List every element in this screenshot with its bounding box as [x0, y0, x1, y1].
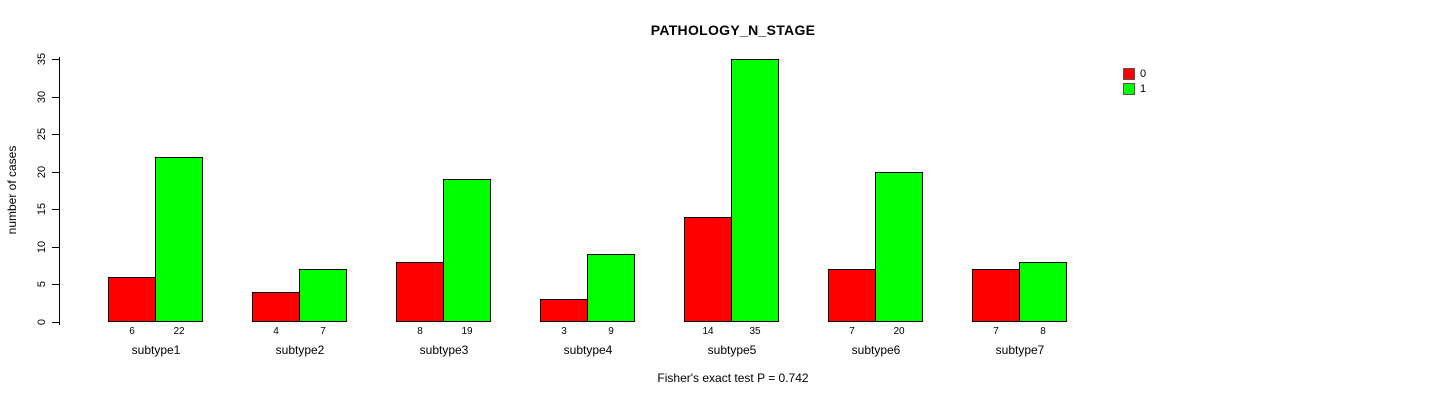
y-tick-label: 30 [36, 90, 48, 103]
y-tick-mark [52, 322, 59, 323]
bar-0-subtype2 [252, 292, 300, 322]
bar-0-subtype5 [684, 217, 732, 322]
y-tick-label: 0 [36, 318, 48, 326]
y-tick-mark [52, 209, 59, 211]
y-tick-label: 10 [36, 240, 48, 253]
bar-value-0-subtype2: 4 [273, 326, 279, 337]
category-label-subtype4: subtype4 [563, 343, 613, 357]
bar-0-subtype6 [828, 269, 876, 322]
chart-title: PATHOLOGY_N_STAGE [650, 22, 816, 38]
bar-value-0-subtype3: 8 [417, 326, 423, 337]
category-label-subtype6: subtype6 [851, 343, 901, 357]
bar-1-subtype1 [155, 157, 203, 322]
legend: 0 1 [1123, 66, 1146, 96]
y-tick-label: 15 [36, 203, 48, 216]
legend-label-0: 0 [1140, 67, 1147, 80]
y-tick-label: 35 [36, 52, 48, 66]
category-label-subtype2: subtype2 [275, 343, 325, 357]
annotation-text: Fisher's exact test P = 0.742 [657, 371, 809, 385]
y-tick-label: 5 [36, 281, 48, 288]
bar-value-1-subtype2: 7 [320, 326, 326, 337]
y-tick-label: 20 [36, 165, 48, 178]
bar-0-subtype3 [396, 262, 444, 322]
bar-1-subtype3 [443, 179, 491, 322]
bar-value-1-subtype4: 9 [608, 326, 614, 337]
bar-1-subtype7 [1019, 262, 1067, 322]
bar-value-1-subtype1: 22 [173, 326, 185, 337]
legend-swatch-red [1123, 67, 1135, 80]
bar-0-subtype1 [108, 277, 156, 322]
bar-value-0-subtype1: 6 [129, 326, 135, 337]
category-label-subtype5: subtype5 [707, 343, 757, 357]
category-label-subtype3: subtype3 [419, 343, 469, 357]
y-axis-line [59, 57, 60, 325]
bar-value-0-subtype6: 7 [849, 326, 855, 337]
y-tick-label: 25 [36, 128, 48, 141]
bar-1-subtype5 [731, 59, 779, 322]
bar-value-0-subtype4: 3 [561, 326, 567, 337]
bar-value-0-subtype7: 7 [993, 326, 999, 337]
legend-swatch-green [1123, 82, 1135, 95]
legend-item-0: 0 [1123, 66, 1146, 81]
y-axis-label: number of cases [5, 145, 19, 235]
bar-0-subtype4 [540, 299, 588, 322]
bar-1-subtype2 [299, 269, 347, 322]
bar-value-1-subtype3: 19 [461, 326, 473, 337]
bar-value-1-subtype5: 35 [749, 326, 761, 337]
y-tick-mark [52, 59, 59, 60]
bar-1-subtype6 [875, 172, 923, 322]
category-label-subtype1: subtype1 [131, 343, 181, 357]
y-tick-mark [52, 171, 59, 173]
y-tick-mark [52, 96, 59, 98]
y-tick-mark [52, 284, 59, 286]
legend-item-1: 1 [1123, 81, 1146, 96]
legend-label-1: 1 [1140, 82, 1147, 95]
bar-value-0-subtype5: 14 [702, 326, 714, 337]
bar-0-subtype7 [972, 269, 1020, 322]
bar-value-1-subtype6: 20 [893, 326, 905, 337]
y-tick-mark [52, 246, 59, 248]
category-label-subtype7: subtype7 [995, 343, 1045, 357]
y-tick-mark [52, 134, 59, 136]
bar-1-subtype4 [587, 254, 635, 322]
bar-value-1-subtype7: 8 [1040, 326, 1046, 337]
